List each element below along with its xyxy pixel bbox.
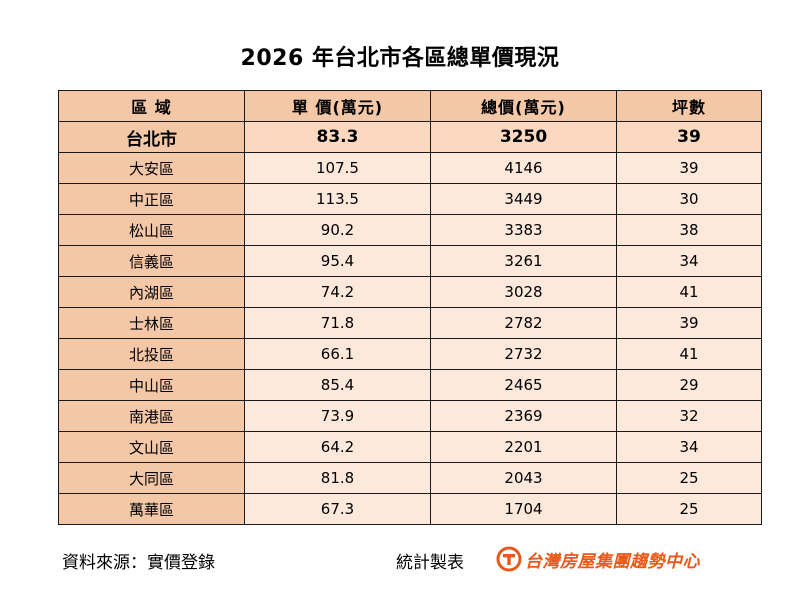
summary-row: 台北市 83.3 3250 39	[58, 121, 762, 153]
table-row: 北投區 66.1 2732 41	[58, 338, 762, 370]
unit-price-cell: 107.5	[244, 152, 431, 184]
unit-price-cell: 81.8	[244, 462, 431, 494]
area-cell: 41	[616, 338, 762, 370]
table-row: 大安區 107.5 4146 39	[58, 152, 762, 184]
area-cell: 25	[616, 462, 762, 494]
unit-price-cell: 113.5	[244, 183, 431, 215]
unit-price-cell: 74.2	[244, 276, 431, 308]
total-price-cell: 1704	[430, 493, 617, 525]
district-cell: 萬華區	[58, 493, 245, 525]
area-cell: 29	[616, 369, 762, 401]
page-title: 2026 年台北市各區總單價現況	[240, 46, 560, 71]
total-price-cell: 2782	[430, 307, 617, 339]
unit-price-cell: 95.4	[244, 245, 431, 277]
table-row: 內湖區 74.2 3028 41	[58, 276, 762, 308]
area-cell: 39	[616, 307, 762, 339]
brand-name: 台灣房屋集團趨勢中心	[525, 551, 700, 572]
total-price-cell: 2043	[430, 462, 617, 494]
table-row: 士林區 71.8 2782 39	[58, 307, 762, 339]
total-price-cell: 4146	[430, 152, 617, 184]
area-cell: 39	[616, 152, 762, 184]
area-cell: 34	[616, 245, 762, 277]
unit-price-cell: 71.8	[244, 307, 431, 339]
summary-area: 39	[616, 121, 762, 153]
district-cell: 南港區	[58, 400, 245, 432]
area-cell: 25	[616, 493, 762, 525]
area-cell: 32	[616, 400, 762, 432]
unit-price-cell: 66.1	[244, 338, 431, 370]
total-price-cell: 2732	[430, 338, 617, 370]
district-cell: 大同區	[58, 462, 245, 494]
area-cell: 30	[616, 183, 762, 215]
price-table: 區 域 單 價(萬元) 總價(萬元) 坪數 台北市 83.3 3250 39 大…	[58, 90, 762, 525]
district-cell: 松山區	[58, 214, 245, 246]
table-row: 文山區 64.2 2201 34	[58, 431, 762, 463]
table-row: 萬華區 67.3 1704 25	[58, 493, 762, 525]
column-header-total-price: 總價(萬元)	[430, 90, 617, 122]
table-row: 松山區 90.2 3383 38	[58, 214, 762, 246]
data-source-note: 資料來源：實價登錄	[62, 553, 215, 573]
taiwan-realty-logo-icon	[496, 546, 522, 572]
price-table-container: 區 域 單 價(萬元) 總價(萬元) 坪數 台北市 83.3 3250 39 大…	[58, 90, 762, 525]
summary-total-price: 3250	[430, 121, 617, 153]
table-body: 台北市 83.3 3250 39 大安區 107.5 4146 39 中正區 113.5 3…	[58, 121, 762, 525]
unit-price-cell: 64.2	[244, 431, 431, 463]
total-price-cell: 2369	[430, 400, 617, 432]
total-price-cell: 3261	[430, 245, 617, 277]
total-price-cell: 2465	[430, 369, 617, 401]
table-header-row: 區 域 單 價(萬元) 總價(萬元) 坪數	[58, 90, 762, 122]
brand-block: 台灣房屋集團趨勢中心	[496, 546, 700, 572]
district-cell: 北投區	[58, 338, 245, 370]
column-header-district: 區 域	[58, 90, 245, 122]
unit-price-cell: 73.9	[244, 400, 431, 432]
district-cell: 信義區	[58, 245, 245, 277]
district-cell: 中山區	[58, 369, 245, 401]
table-row: 南港區 73.9 2369 32	[58, 400, 762, 432]
area-cell: 41	[616, 276, 762, 308]
district-cell: 文山區	[58, 431, 245, 463]
district-cell: 士林區	[58, 307, 245, 339]
area-cell: 38	[616, 214, 762, 246]
table-row: 大同區 81.8 2043 25	[58, 462, 762, 494]
total-price-cell: 3449	[430, 183, 617, 215]
district-cell: 中正區	[58, 183, 245, 215]
column-header-unit-price: 單 價(萬元)	[244, 90, 431, 122]
statistics-label: 統計製表	[396, 553, 464, 573]
table-row: 中山區 85.4 2465 29	[58, 369, 762, 401]
table-row: 中正區 113.5 3449 30	[58, 183, 762, 215]
unit-price-cell: 67.3	[244, 493, 431, 525]
summary-district: 台北市	[58, 121, 245, 153]
district-cell: 大安區	[58, 152, 245, 184]
district-cell: 內湖區	[58, 276, 245, 308]
unit-price-cell: 85.4	[244, 369, 431, 401]
area-cell: 34	[616, 431, 762, 463]
total-price-cell: 3383	[430, 214, 617, 246]
total-price-cell: 2201	[430, 431, 617, 463]
column-header-area: 坪數	[616, 90, 762, 122]
summary-unit-price: 83.3	[244, 121, 431, 153]
table-row: 信義區 95.4 3261 34	[58, 245, 762, 277]
unit-price-cell: 90.2	[244, 214, 431, 246]
total-price-cell: 3028	[430, 276, 617, 308]
